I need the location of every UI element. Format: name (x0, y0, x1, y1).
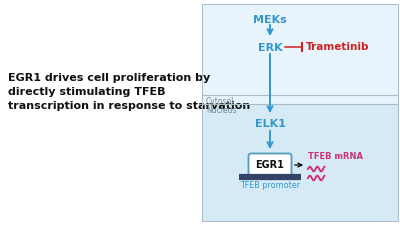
Text: directly stimulating TFEB: directly stimulating TFEB (8, 87, 166, 97)
Bar (202, 104, 398, 221)
Text: transcription in response to starvation: transcription in response to starvation (8, 101, 250, 111)
Text: EGR1: EGR1 (256, 160, 284, 170)
Bar (202, 4, 398, 104)
Text: ERK: ERK (258, 43, 282, 53)
Bar (202, 4, 398, 221)
Text: Trametinib: Trametinib (306, 42, 370, 52)
Text: TFEB mRNA: TFEB mRNA (308, 152, 363, 161)
Text: EGR1 drives cell proliferation by: EGR1 drives cell proliferation by (8, 73, 210, 83)
Text: Nucleus: Nucleus (206, 106, 236, 115)
FancyBboxPatch shape (248, 153, 292, 176)
Text: MEKs: MEKs (253, 15, 287, 25)
Text: Cytosol: Cytosol (206, 97, 234, 106)
Text: ELK1: ELK1 (254, 119, 286, 129)
Text: TFEB promoter: TFEB promoter (240, 181, 300, 190)
